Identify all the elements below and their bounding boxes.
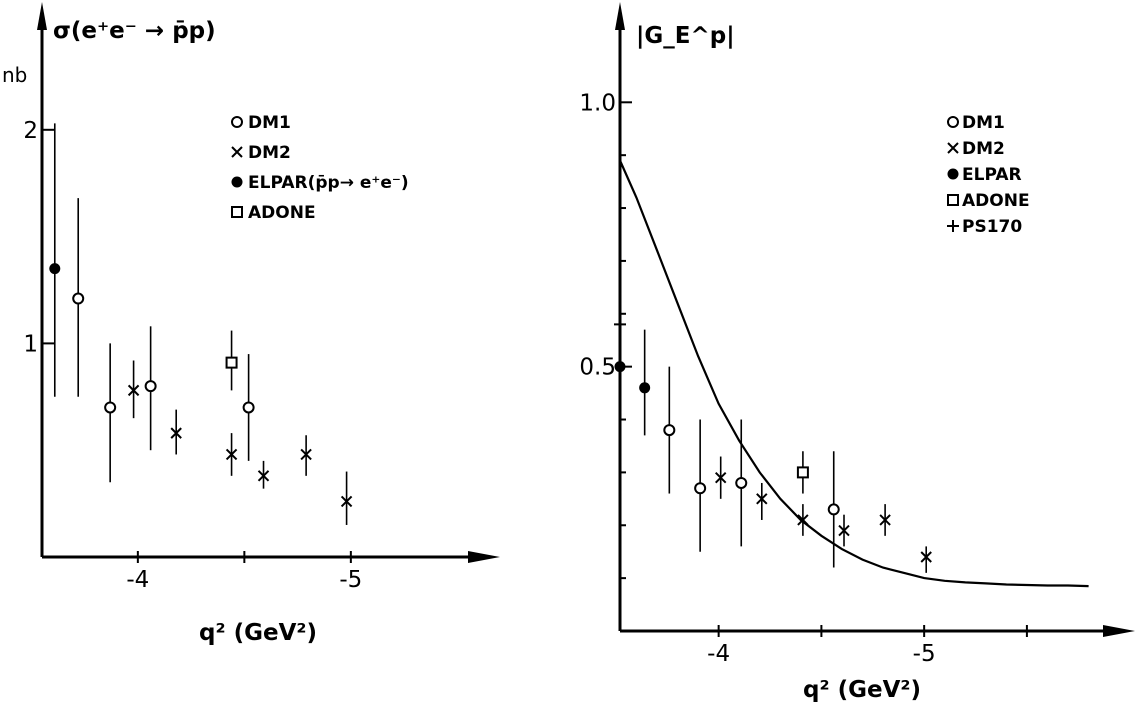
y-tick-label: 0.5 bbox=[579, 355, 616, 381]
legend-marker bbox=[231, 116, 243, 128]
data-point bbox=[170, 427, 182, 439]
data-point bbox=[827, 503, 840, 516]
left-legend: DM1 DM2 ELPAR(p̄p→ e⁺e⁻) ADONE bbox=[231, 113, 409, 223]
legend-marker bbox=[947, 142, 959, 154]
legend-marker bbox=[947, 194, 959, 206]
right-panel: -4 -5 0.5 1.0 |G_E^p| q² (GeV²) DM1 DM2 ELPAR… bbox=[579, 2, 1135, 702]
data-point bbox=[257, 470, 270, 482]
data-point bbox=[225, 448, 238, 461]
legend-label: PS170 bbox=[962, 217, 1022, 237]
x-tick-label: -5 bbox=[339, 567, 362, 593]
legend-marker bbox=[947, 220, 959, 232]
data-point bbox=[920, 551, 932, 563]
legend-label: DM2 bbox=[962, 139, 1005, 159]
data-point bbox=[72, 292, 85, 305]
x-axis-arrow bbox=[1103, 625, 1135, 637]
legend-marker bbox=[947, 116, 959, 128]
data-point bbox=[879, 514, 891, 526]
x-tick-label: -4 bbox=[707, 641, 730, 667]
y-tick-label: 2 bbox=[23, 118, 38, 144]
x-axis-arrow bbox=[468, 551, 500, 563]
legend-label: ELPAR(p̄p→ e⁺e⁻) bbox=[248, 173, 409, 193]
left-marks bbox=[49, 123, 353, 525]
left-xlabel: q² (GeV²) bbox=[199, 620, 317, 646]
y-tick-label: 1.0 bbox=[579, 90, 616, 116]
legend-label: ELPAR bbox=[962, 165, 1022, 185]
data-point bbox=[104, 401, 117, 414]
data-point bbox=[735, 476, 748, 489]
legend-marker bbox=[947, 168, 959, 180]
fit-curve bbox=[618, 160, 1089, 588]
left-panel: -4 -5 1 2 σ(e⁺e⁻ → p̄p) nb q² (GeV²) DM1 DM2… bbox=[2, 2, 500, 646]
data-point bbox=[756, 493, 768, 505]
data-point bbox=[242, 401, 255, 414]
data-point bbox=[225, 356, 238, 369]
data-point bbox=[663, 424, 676, 437]
legend-marker bbox=[231, 176, 243, 188]
legend-label: DM2 bbox=[248, 143, 291, 163]
data-point bbox=[49, 263, 61, 275]
left-yunit: nb bbox=[2, 63, 27, 87]
legend-label: ADONE bbox=[962, 191, 1030, 211]
data-point bbox=[714, 471, 727, 484]
data-point bbox=[300, 448, 312, 461]
right-xlabel: q² (GeV²) bbox=[803, 677, 921, 702]
right-marks bbox=[614, 160, 1089, 588]
left-ylabel: σ(e⁺e⁻ → p̄p) bbox=[53, 18, 216, 44]
legend-marker bbox=[231, 206, 243, 218]
right-legend: DM1 DM2 ELPAR ADONE PS170 bbox=[947, 113, 1030, 237]
legend-label: ADONE bbox=[248, 203, 316, 223]
x-tick-label: -4 bbox=[126, 567, 149, 593]
data-point bbox=[694, 482, 707, 495]
right-ylabel: |G_E^p| bbox=[636, 23, 735, 49]
data-point bbox=[144, 380, 157, 393]
data-point bbox=[838, 524, 850, 537]
data-point bbox=[340, 495, 353, 508]
legend-marker bbox=[231, 146, 243, 158]
legend-label: DM1 bbox=[962, 113, 1005, 133]
right-axes: -4 -5 0.5 1.0 bbox=[579, 2, 1135, 667]
legend-label: DM1 bbox=[248, 113, 291, 133]
data-point bbox=[127, 384, 140, 397]
y-tick-label: 1 bbox=[23, 331, 38, 357]
left-axes: -4 -5 1 2 bbox=[23, 2, 500, 593]
y-axis-arrow bbox=[37, 2, 47, 30]
data-point bbox=[797, 514, 809, 526]
data-point bbox=[796, 466, 809, 479]
y-axis-arrow bbox=[615, 2, 625, 30]
x-tick-label: -5 bbox=[913, 641, 936, 667]
data-point bbox=[639, 382, 651, 394]
